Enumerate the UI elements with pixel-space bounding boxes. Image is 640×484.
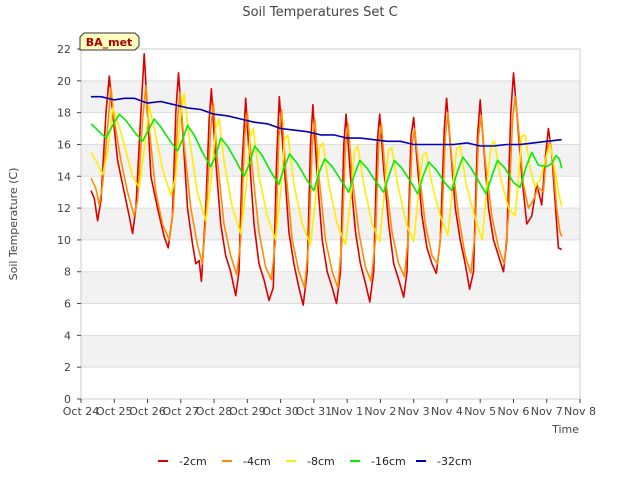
y-tick-label: 6 [64, 298, 71, 311]
legend-entry: -32cm [437, 455, 472, 468]
y-tick-label: 2 [64, 361, 71, 374]
grid-bands [81, 48, 580, 400]
x-tick-label: Nov 7 [531, 405, 563, 418]
series-line [91, 95, 562, 147]
y-tick-label: 0 [64, 393, 71, 406]
y-tick-label: 4 [64, 329, 71, 342]
y-axis-label: Soil Temperature (C) [7, 168, 20, 281]
x-axis-label: Time [551, 423, 579, 436]
series-line [90, 92, 563, 246]
x-tick-label: Nov 4 [431, 405, 463, 418]
y-tick-label: 18 [57, 107, 71, 120]
x-tick-label: Nov 3 [398, 405, 430, 418]
y-tick-label: 22 [57, 43, 71, 56]
x-tick-label: Nov 2 [364, 405, 396, 418]
station-annotation: BA_met [79, 32, 140, 51]
x-tick-label: Oct 27 [163, 405, 200, 418]
x-tick-label: Nov 8 [564, 405, 596, 418]
x-tick-label: Nov 6 [497, 405, 529, 418]
grid-band [81, 144, 580, 177]
x-tick-label: Nov 5 [464, 405, 496, 418]
x-tick-label: Oct 26 [129, 405, 166, 418]
y-tick-label: 20 [57, 75, 71, 88]
y-axis: 0 2 4 6 8 10 12 14 16 18 20 22 [57, 43, 81, 406]
x-tick-label: Oct 24 [63, 405, 100, 418]
legend-entry: -2cm [179, 455, 207, 468]
plot-frame [80, 48, 581, 400]
x-tick-label: Oct 29 [229, 405, 266, 418]
x-tick-label: Oct 25 [96, 405, 133, 418]
x-tick-label: Oct 28 [196, 405, 233, 418]
y-tick-label: 10 [57, 234, 71, 247]
legend-entry: -8cm [307, 455, 335, 468]
series-line [90, 84, 563, 289]
y-tick-label: 14 [57, 170, 71, 183]
grid-band [81, 80, 580, 113]
legend-entry: -4cm [243, 455, 271, 468]
y-tick-label: 8 [64, 266, 71, 279]
x-tick-label: Oct 30 [262, 405, 299, 418]
chart-title: Soil Temperatures Set C [242, 5, 397, 20]
grid-band [81, 208, 580, 240]
legend-entry: -16cm [371, 455, 406, 468]
legend: -2cm -4cm -8cm -16cm -32cm [158, 455, 472, 468]
y-tick-label: 16 [57, 138, 71, 151]
series-lines [90, 53, 563, 306]
annotation-text: BA_met [86, 36, 133, 49]
x-tick-label: Nov 1 [331, 405, 363, 418]
x-tick-label: Oct 31 [296, 405, 333, 418]
grid-band [81, 271, 580, 304]
y-tick-label: 12 [57, 202, 71, 215]
annotation-box [79, 32, 140, 51]
grid-band [81, 335, 580, 368]
series-line [90, 113, 563, 195]
